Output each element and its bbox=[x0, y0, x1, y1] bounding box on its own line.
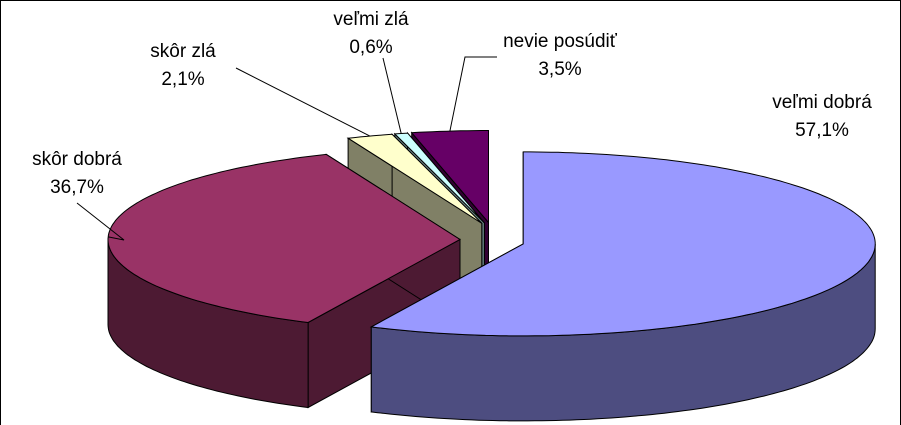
value-label: 0,6% bbox=[349, 37, 392, 58]
category-label: nevie posúdiť bbox=[503, 31, 618, 52]
category-label: skôr dobrá bbox=[32, 149, 122, 170]
leader-line bbox=[76, 202, 125, 241]
value-label: 2,1% bbox=[161, 69, 204, 90]
category-label: veľmi dobrá bbox=[772, 92, 872, 113]
slice bbox=[346, 133, 483, 224]
category-label: veľmi zlá bbox=[333, 9, 409, 30]
leader-line bbox=[382, 57, 402, 134]
value-label: 3,5% bbox=[538, 59, 581, 80]
leader-line bbox=[449, 56, 497, 132]
leader-line bbox=[235, 67, 371, 137]
value-label: 57,1% bbox=[795, 120, 849, 141]
slice bbox=[369, 151, 876, 337]
category-label: skôr zlá bbox=[150, 41, 216, 62]
value-label: 36,7% bbox=[50, 177, 104, 198]
